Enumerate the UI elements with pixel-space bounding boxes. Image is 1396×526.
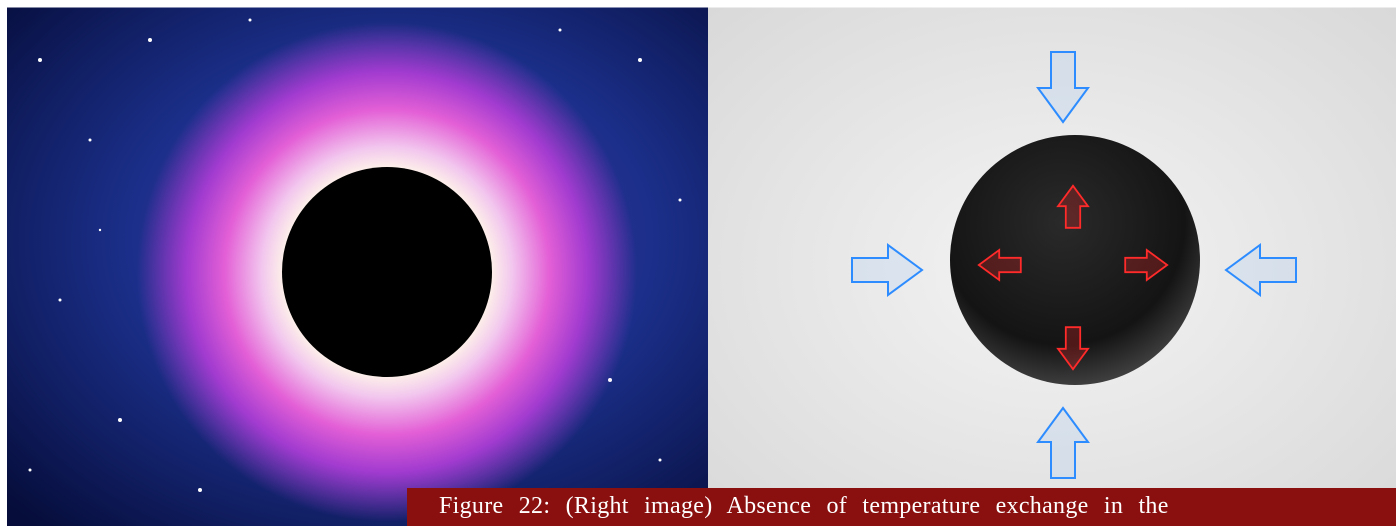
caption-box: Figure 22: (Right image) Absence of temp… xyxy=(407,488,1396,526)
caption-text: Figure 22: (Right image) Absence of temp… xyxy=(439,493,1169,520)
black-hole xyxy=(282,167,492,377)
screenshot: Figure 22: (Right image) Absence of temp… xyxy=(0,0,1396,526)
page: Figure 22 {"caption": {"text": "Figure 2… xyxy=(0,0,1396,526)
frame xyxy=(0,0,1396,526)
